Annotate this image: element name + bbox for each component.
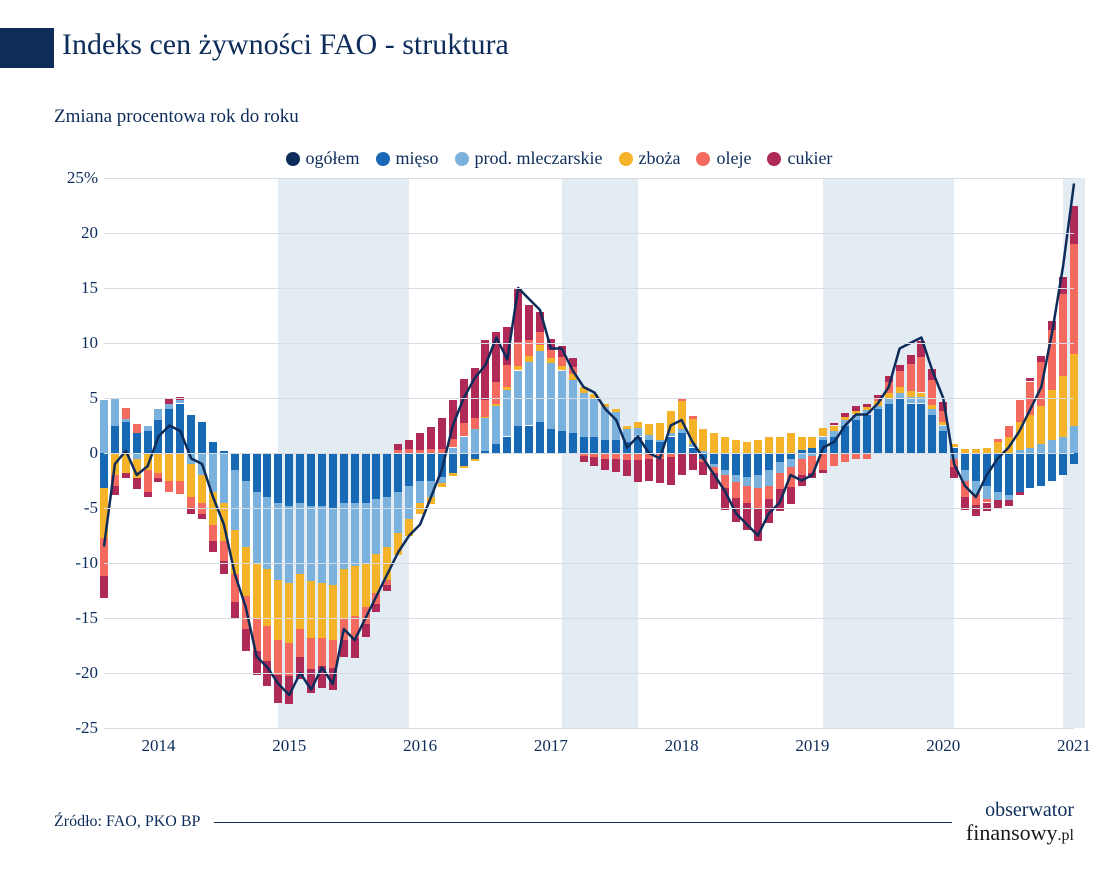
y-axis-label: -25 bbox=[54, 718, 98, 738]
legend-label: cukier bbox=[787, 148, 832, 169]
y-axis-label: -15 bbox=[54, 608, 98, 628]
gridline bbox=[104, 233, 1074, 234]
legend-dot-icon bbox=[376, 152, 390, 166]
legend-dot-icon bbox=[286, 152, 300, 166]
y-axis-label: 10 bbox=[54, 333, 98, 353]
x-axis-label: 2021 bbox=[1057, 736, 1091, 756]
legend-label: prod. mleczarskie bbox=[475, 148, 603, 169]
brand-top: obserwator bbox=[966, 800, 1074, 821]
legend-item-cukier: cukier bbox=[767, 148, 832, 169]
legend-item-ogolem: ogółem bbox=[286, 148, 360, 169]
x-axis-label: 2018 bbox=[665, 736, 699, 756]
y-axis-label: -10 bbox=[54, 553, 98, 573]
footer-divider bbox=[214, 822, 952, 823]
y-axis-label: 20 bbox=[54, 223, 98, 243]
gridline bbox=[104, 618, 1074, 619]
page-title: Indeks cen żywności FAO - struktura bbox=[62, 28, 509, 62]
legend-label: oleje bbox=[716, 148, 751, 169]
gridline bbox=[104, 728, 1074, 729]
y-axis-label: -5 bbox=[54, 498, 98, 518]
y-axis-label: -20 bbox=[54, 663, 98, 683]
y-axis-label: 15 bbox=[54, 278, 98, 298]
legend-label: zboża bbox=[639, 148, 681, 169]
legend-item-mleczarskie: prod. mleczarskie bbox=[455, 148, 603, 169]
y-axis-label: 5 bbox=[54, 388, 98, 408]
legend-dot-icon bbox=[767, 152, 781, 166]
legend-label: mięso bbox=[396, 148, 439, 169]
legend-label: ogółem bbox=[306, 148, 360, 169]
y-axis-label: 0 bbox=[54, 443, 98, 463]
chart: -25-20-15-10-50510152025%201420152016201… bbox=[54, 178, 1074, 758]
subtitle: Zmiana procentowa rok do roku bbox=[54, 106, 299, 128]
source-label: Źródło: FAO, PKO BP bbox=[54, 813, 200, 831]
gridline bbox=[104, 673, 1074, 674]
x-axis-label: 2019 bbox=[795, 736, 829, 756]
gridline bbox=[104, 508, 1074, 509]
legend-item-oleje: oleje bbox=[696, 148, 751, 169]
gridline bbox=[104, 178, 1074, 179]
x-axis-label: 2015 bbox=[272, 736, 306, 756]
gridline bbox=[104, 563, 1074, 564]
legend-dot-icon bbox=[455, 152, 469, 166]
footer: Źródło: FAO, PKO BP obserwator finansowy… bbox=[54, 800, 1074, 845]
x-axis-label: 2016 bbox=[403, 736, 437, 756]
branding: obserwator finansowy.pl bbox=[966, 800, 1074, 845]
x-axis-label: 2020 bbox=[926, 736, 960, 756]
x-axis-label: 2014 bbox=[141, 736, 175, 756]
legend-item-mieso: mięso bbox=[376, 148, 439, 169]
y-axis-label: 25% bbox=[54, 168, 98, 188]
legend-dot-icon bbox=[696, 152, 710, 166]
gridline bbox=[104, 343, 1074, 344]
zero-axis bbox=[104, 453, 1074, 454]
gridline bbox=[104, 398, 1074, 399]
gridline bbox=[104, 288, 1074, 289]
legend-item-zboza: zboża bbox=[619, 148, 681, 169]
title-accent-bar bbox=[0, 28, 54, 68]
legend-dot-icon bbox=[619, 152, 633, 166]
legend: ogółem mięso prod. mleczarskie zboża oleje cu… bbox=[54, 148, 1064, 171]
x-axis-label: 2017 bbox=[534, 736, 568, 756]
brand-bottom: finansowy.pl bbox=[966, 821, 1074, 845]
